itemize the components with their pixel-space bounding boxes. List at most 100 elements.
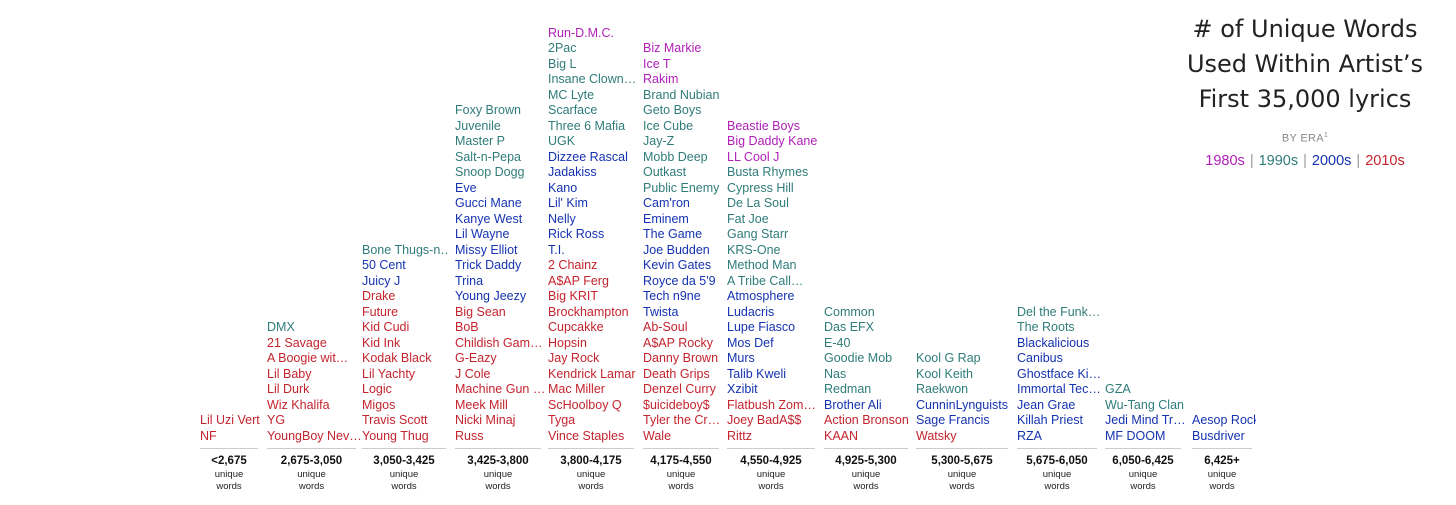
artist-name: ScHoolboy Q [548,397,622,412]
range-label: 4,175-4,550 [650,455,712,467]
artist-name: Joe Budden [643,242,710,257]
artist-name: 2Pac [548,41,577,55]
column-baseline [200,448,258,449]
artist-name: Tyler the Cr… [643,413,721,427]
artist-name: Nelly [548,211,576,226]
artist-name: Murs [727,351,755,365]
artist-name: Brother Ali [824,397,882,412]
unit-label-line: words [1044,481,1070,492]
artist-name: Watsky [916,428,957,443]
artist-name: Juicy J [362,273,401,288]
unit-label: unique words [922,469,1002,493]
artist-name: Lupe Fiasco [727,320,796,334]
artist-name: Public Enemy [643,180,720,195]
artist-name: Kid Cudi [362,320,410,334]
artist-name: Ice Cube [643,118,694,133]
subtitle-text: BY ERA [1281,132,1324,145]
artist-column: Common Das EFX E-40 Goodie Mob Nas Redman Brot… [824,305,912,445]
artist-name: Salt-n-Pepa [455,149,522,164]
artist-name: Kanye West [455,211,523,226]
artist-name: Machine Gun … [455,382,545,396]
artist-name: Master P [455,134,506,148]
unit-label-line: words [216,481,242,492]
footnote-marker: 1 [1323,132,1329,139]
artist-name: Ice T [643,56,671,71]
artist-name: Drake [362,289,396,303]
artist-name: Jedi Mind Tr… [1105,413,1185,427]
artist-column: Beastie Boys Big Daddy Kane LL Cool J Busta… [727,119,819,445]
range-label: 2,675-3,050 [280,455,343,467]
artist-name: Trina [455,273,484,288]
artist-name: Atmosphere [727,289,795,303]
unit-label-line: unique [851,469,881,480]
unit-label: unique words [189,469,269,493]
unit-label-line: words [485,481,511,492]
column-baseline [1192,448,1252,449]
artist-name: Childish Gam… [455,335,543,350]
legend-separator: | [1303,153,1307,169]
range-label: 3,425-3,800 [467,455,529,467]
unit-label-line: words [668,481,694,492]
range-label: 4,925-5,300 [835,455,897,467]
artist-name: Twista [643,304,679,319]
unit-label: unique words [1103,469,1183,493]
artist-name: Del the Funk… [1017,304,1101,319]
artist-name: Lil' Kim [548,196,588,210]
artist-name: Scarface [548,103,598,117]
artist-name: Raekwon [916,382,969,396]
artist-name: Kid Ink [362,335,401,350]
artist-name: Young Thug [362,428,429,443]
artist-name: Insane Clown… [548,72,637,86]
unit-label-line: words [949,481,975,492]
artist-column: Foxy Brown Juvenile Master P Salt-n-Pepa Sno… [455,103,545,444]
artist-name: UGK [548,134,576,148]
unit-label-line: unique [297,469,326,480]
range-label: 3,800-4,175 [560,455,622,467]
artist-name: Mos Def [727,335,774,350]
artist-column: Kool G Rap Kool Keith Raekwon CunninLynguis… [916,351,1012,444]
column-baseline [1017,448,1097,449]
artist-name: Ab-Soul [643,320,688,334]
artist-name: Jay Rock [548,351,600,365]
artist-name: J Cole [455,366,491,381]
unit-label-line: unique [576,469,606,480]
column-baseline [455,448,541,449]
artist-name: NF [200,428,217,443]
legend-item-1980s: 1980s [1205,153,1245,169]
artist-name: Rakim [643,72,679,86]
artist-name: Run-D.M.C. [548,25,614,40]
unit-label-line: words [1130,481,1156,492]
artist-name: Foxy Brown [455,103,521,117]
unit-label: unique words [826,469,906,493]
unit-label: unique words [551,469,631,493]
artist-column: Biz Markie Ice T Rakim Brand Nubian Geto Boy… [643,41,723,444]
artist-name: Nas [824,366,847,381]
unit-label-line: words [853,481,879,492]
column-baseline [1105,448,1181,449]
artist-name: Joey BadA$$ [727,413,802,427]
artist-name: Kendrick Lamar [548,366,636,381]
artist-name: Flatbush Zom… [727,397,816,412]
artist-name: Lil Yachty [362,366,416,381]
artist-name: Missy Elliot [455,242,518,257]
artist-name: A$AP Ferg [548,273,609,288]
artist-name: Killah Priest [1017,413,1083,427]
title-line: First 35,000 lyrics [1198,85,1412,113]
artist-name: Lil Uzi Vert [200,413,260,427]
artist-name: 50 Cent [362,258,406,272]
artist-name: Dizzee Rascal [548,149,628,164]
artist-name: Mac Miller [548,382,605,396]
artist-name: De La Soul [727,196,789,210]
artist-name: Kodak Black [362,351,432,365]
artist-name: MF DOOM [1105,428,1166,443]
chart-subtitle: BY ERA1 [1160,132,1450,145]
artist-name: Ghostface Ki… [1017,366,1101,381]
artist-name: Royce da 5'9 [643,273,716,288]
artist-name: Three 6 Mafia [548,118,626,133]
artist-column: GZA Wu-Tang Clan Jedi Mind Tr… MF DOOM [1105,382,1185,444]
artist-column: Lil Uzi Vert NF [200,413,262,444]
artist-name: Vince Staples [548,428,625,443]
artist-name: Young Jeezy [455,289,527,303]
artist-name: G-Eazy [455,351,497,365]
